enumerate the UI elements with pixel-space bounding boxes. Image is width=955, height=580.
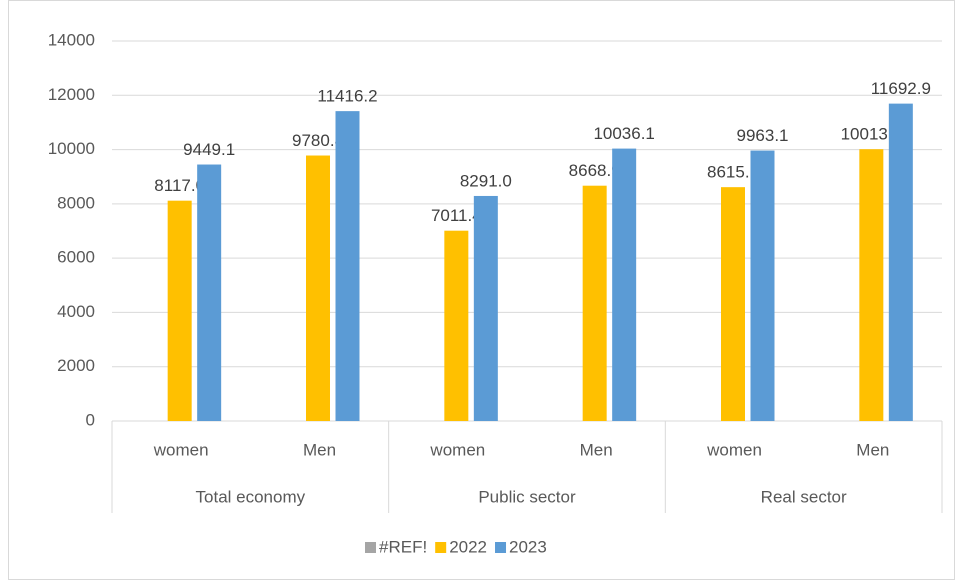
data-label: 8291.0: [460, 171, 512, 190]
x-tick-label: women: [153, 440, 209, 459]
bar: [167, 200, 192, 421]
legend-label: 2023: [509, 537, 547, 556]
data-label: 11692.9: [871, 79, 931, 98]
data-label: 10036.1: [593, 124, 654, 143]
y-tick-label: 8000: [57, 193, 95, 212]
data-label: 9449.1: [183, 140, 235, 159]
bar: [197, 164, 222, 422]
data-label: 9780.8: [292, 131, 344, 150]
y-tick-label: 10000: [48, 139, 95, 158]
group-label: Public sector: [478, 487, 576, 506]
data-label: 10013.4: [841, 125, 902, 144]
y-tick-label: 6000: [57, 248, 95, 267]
bar: [612, 148, 637, 422]
bar: [444, 230, 469, 421]
data-label: 11416.2: [317, 87, 377, 106]
x-tick-label: Men: [580, 440, 613, 459]
data-label: 8615.1: [707, 163, 759, 182]
data-label: 9963.1: [737, 126, 789, 145]
bar: [473, 195, 498, 421]
bar: [306, 155, 330, 421]
group-label: Total economy: [196, 487, 306, 506]
legend-swatch: [365, 542, 376, 553]
bar: [721, 187, 745, 421]
legend-label: 2022: [449, 537, 487, 556]
y-tick-label: 2000: [57, 356, 95, 375]
bar: [582, 185, 607, 421]
bar: [335, 111, 360, 421]
data-label: 7011.4: [431, 206, 482, 225]
legend-swatch: [435, 542, 447, 553]
data-label: 8117.0: [154, 176, 205, 195]
y-tick-label: 14000: [48, 30, 95, 49]
data-label: 8668.9: [569, 161, 621, 180]
y-tick-label: 12000: [48, 85, 95, 104]
bar: [750, 150, 775, 421]
x-tick-label: Men: [856, 440, 889, 459]
bar: [888, 103, 913, 422]
y-tick-label: 0: [86, 410, 95, 429]
x-tick-label: Men: [303, 440, 336, 459]
group-label: Real sector: [761, 487, 847, 506]
y-tick-label: 4000: [57, 302, 95, 321]
bar: [859, 149, 884, 422]
x-tick-label: women: [429, 440, 485, 459]
x-tick-label: women: [706, 440, 762, 459]
legend-label: #REF!: [379, 537, 427, 556]
legend-swatch: [495, 542, 507, 553]
